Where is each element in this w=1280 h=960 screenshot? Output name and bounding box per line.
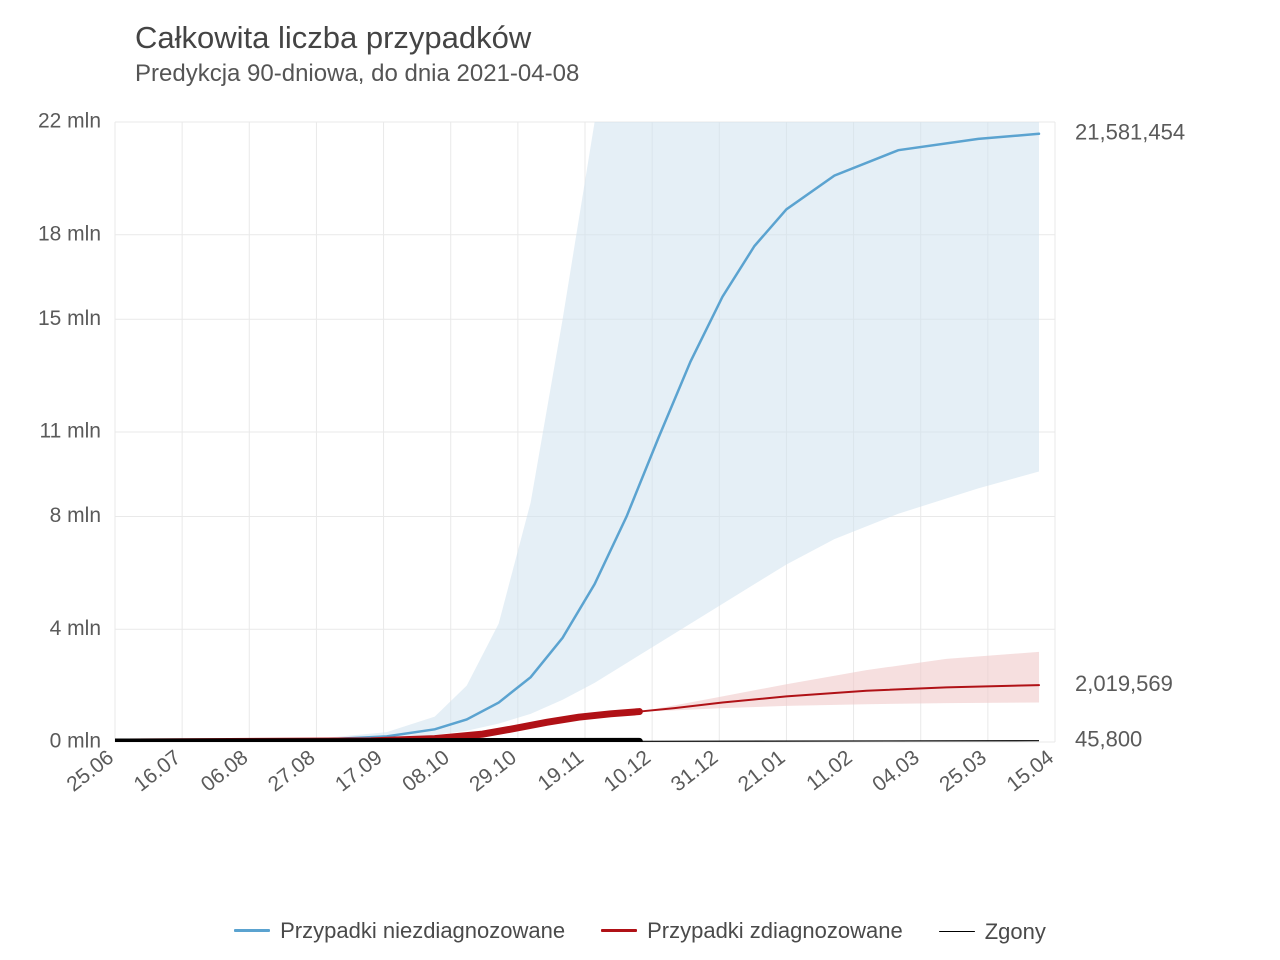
x-axis-tick-label: 17.09 [331, 746, 387, 796]
x-axis-tick-label: 11.02 [802, 746, 856, 796]
legend-label: Zgony [985, 919, 1046, 945]
legend-label: Przypadki zdiagnozowane [647, 918, 903, 944]
y-axis-tick-label: 15 mln [38, 307, 101, 330]
x-axis-tick-label: 29.10 [465, 746, 521, 796]
x-axis-tick-label: 27.08 [264, 746, 320, 796]
legend-item: Przypadki niezdiagnozowane [234, 918, 565, 944]
x-axis-tick-label: 25.03 [935, 746, 991, 796]
legend-swatch [939, 931, 975, 932]
deaths-line-prediction [639, 741, 1039, 742]
legend-swatch [601, 929, 637, 932]
x-axis-tick-label: 08.10 [398, 746, 454, 796]
x-axis-tick-label: 25.06 [62, 746, 118, 796]
series-end-label: 21,581,454 [1075, 120, 1185, 145]
legend-item: Przypadki zdiagnozowane [601, 918, 903, 944]
y-axis-tick-label: 8 mln [50, 504, 101, 527]
x-axis-tick-label: 21.01 [734, 746, 790, 796]
legend-label: Przypadki niezdiagnozowane [280, 918, 565, 944]
y-axis-tick-label: 18 mln [38, 222, 101, 245]
chart-title: Całkowita liczba przypadków [135, 20, 531, 56]
y-axis-tick-label: 22 mln [38, 110, 101, 133]
x-axis-tick-label: 19.11 [534, 746, 588, 796]
series-end-label: 2,019,569 [1075, 671, 1173, 696]
y-axis-tick-label: 0 mln [50, 730, 101, 753]
x-axis-tick-label: 06.08 [197, 746, 253, 796]
series-end-label: 45,800 [1075, 727, 1142, 752]
legend-item: Zgony [939, 919, 1046, 945]
x-axis-tick-label: 16.07 [130, 746, 186, 796]
deaths-line-historical [115, 741, 639, 742]
legend-swatch [234, 929, 270, 932]
x-axis-tick-label: 04.03 [868, 746, 924, 796]
x-axis-tick-label: 15.04 [1002, 746, 1058, 797]
y-axis-tick-label: 11 mln [40, 420, 101, 443]
y-axis-tick-label: 4 mln [50, 617, 101, 640]
legend: Przypadki niezdiagnozowane Przypadki zdia… [0, 912, 1280, 945]
chart-subtitle: Predykcja 90-dniowa, do dnia 2021-04-08 [135, 60, 579, 88]
x-axis-tick-label: 31.12 [667, 746, 723, 796]
line-chart: 0 mln 4 mln 8 mln 11 mln 15 mln 18 mln 22 mln 2… [0, 0, 1280, 960]
x-axis-tick-label: 10.12 [600, 746, 656, 796]
